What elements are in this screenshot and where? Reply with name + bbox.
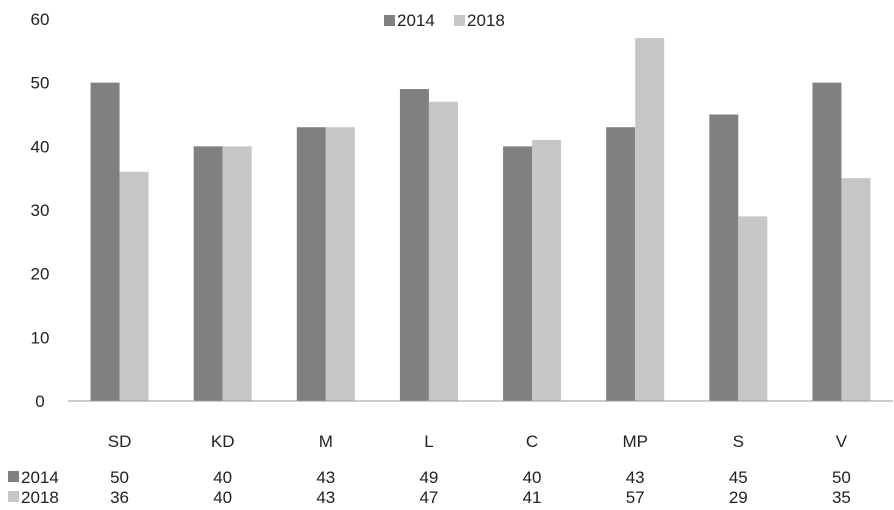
table-value: 41 (523, 488, 542, 507)
table-value: 49 (419, 468, 438, 487)
legend: 2014 2018 (384, 11, 505, 30)
legend-label-2018: 2018 (467, 11, 505, 30)
table-value: 50 (110, 468, 129, 487)
bar-2014-MP (606, 127, 636, 401)
category-label: S (733, 432, 744, 451)
bar-2014-V (812, 82, 842, 402)
legend-swatch-2018 (454, 15, 465, 26)
category-label: SD (108, 432, 132, 451)
table-value: 40 (213, 468, 232, 487)
y-tick-label: 50 (31, 74, 50, 93)
bar-2018-KD (222, 146, 252, 401)
category-label: C (526, 432, 538, 451)
table-series-label: 2018 (21, 488, 59, 507)
bar-2014-SD (90, 82, 120, 402)
y-axis: 0 10 20 30 40 50 60 (31, 10, 50, 411)
category-label: MP (622, 432, 648, 451)
category-label: V (836, 432, 848, 451)
table-value: 47 (419, 488, 438, 507)
category-label: M (319, 432, 333, 451)
table-value: 40 (213, 488, 232, 507)
table-value: 36 (110, 488, 129, 507)
y-tick-label: 60 (31, 10, 50, 29)
bar-2018-SD (119, 171, 149, 401)
y-tick-label: 20 (31, 265, 50, 284)
bar-2018-L (428, 101, 458, 402)
bar-2014-S (709, 114, 739, 401)
y-tick-label: 30 (31, 201, 50, 220)
y-tick-label: 40 (31, 137, 50, 156)
bar-2018-C (532, 139, 562, 401)
bar-2014-L (399, 89, 429, 402)
bar-2018-MP (635, 38, 665, 401)
table-series-label: 2014 (21, 468, 59, 487)
bar-2018-V (841, 178, 871, 401)
bar-2014-KD (193, 146, 223, 401)
category-label: KD (211, 432, 235, 451)
table-key-swatch-2014 (8, 471, 19, 482)
y-tick-label: 0 (35, 392, 44, 411)
table-value: 35 (832, 488, 851, 507)
category-label: L (424, 432, 433, 451)
bar-2018-M (325, 127, 355, 401)
bar-2014-C (503, 146, 533, 401)
bar-2018-S (738, 216, 768, 401)
legend-label-2014: 2014 (397, 11, 435, 30)
table-value: 43 (316, 488, 335, 507)
y-tick-label: 10 (31, 328, 50, 347)
table-value: 57 (626, 488, 645, 507)
table-value: 29 (729, 488, 748, 507)
table-value: 45 (729, 468, 748, 487)
category-labels: SD KD M L C MP S V (108, 432, 848, 451)
table-key-swatch-2018 (8, 491, 19, 502)
data-table: 2014 50 40 43 49 40 43 45 50 2018 36 40 43 47 41 57 29 35 (8, 468, 851, 507)
bar-2014-M (296, 127, 326, 401)
legend-swatch-2014 (384, 15, 395, 26)
table-value: 43 (316, 468, 335, 487)
table-value: 40 (523, 468, 542, 487)
table-value: 43 (626, 468, 645, 487)
table-value: 50 (832, 468, 851, 487)
bars (90, 38, 871, 402)
